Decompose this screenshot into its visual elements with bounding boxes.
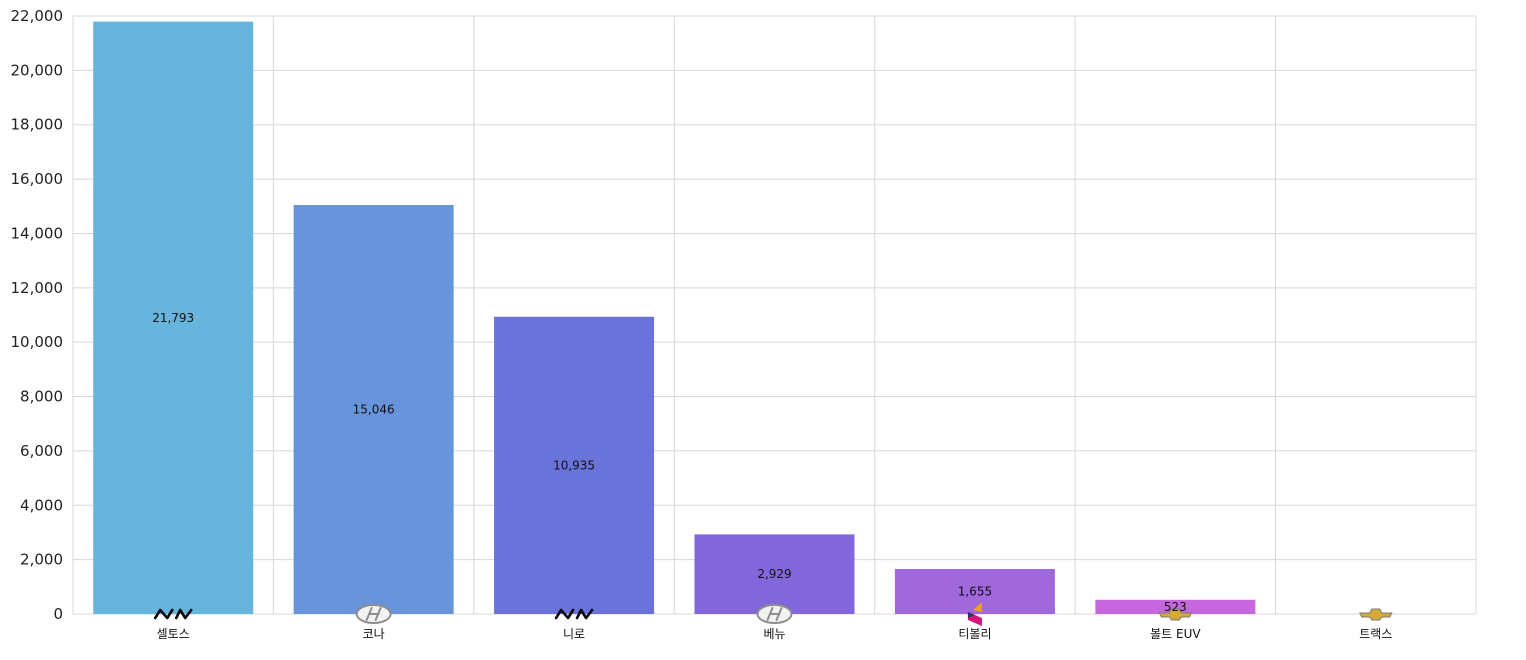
kia-logo-icon xyxy=(554,608,594,620)
x-tick-label: 볼트 EUV xyxy=(1150,627,1201,641)
chevrolet-logo-icon xyxy=(1358,608,1393,621)
y-tick-label: 10,000 xyxy=(11,333,64,351)
y-tick-label: 12,000 xyxy=(11,279,64,297)
y-tick-label: 22,000 xyxy=(11,7,64,25)
bar xyxy=(894,569,1055,614)
y-tick-label: 6,000 xyxy=(20,442,63,460)
labels: 0 2,000 4,000 6,000 8,000 10,000 12,000 14,000 1… xyxy=(11,7,1393,641)
x-tick-label: 코나 xyxy=(363,627,385,641)
hyundai-logo-icon xyxy=(756,604,793,624)
bar xyxy=(494,316,655,614)
x-tick-label: 니로 xyxy=(563,627,585,641)
chevrolet-logo-icon xyxy=(1158,608,1193,621)
bar xyxy=(1095,599,1256,614)
data-label: 523 xyxy=(1164,600,1187,614)
data-label: 21,793 xyxy=(152,311,194,325)
y-tick-label: 20,000 xyxy=(11,61,64,79)
x-tick-label: 베뉴 xyxy=(763,627,785,641)
kia-logo-icon xyxy=(153,608,193,620)
brand-icons xyxy=(153,602,1393,626)
bars xyxy=(93,21,1256,614)
y-tick-label: 4,000 xyxy=(20,496,63,514)
kgm-logo-icon xyxy=(967,602,982,626)
x-tick-label: 셀토스 xyxy=(157,627,190,641)
y-tick-label: 18,000 xyxy=(11,116,64,134)
data-label: 1,655 xyxy=(958,585,992,599)
data-label: 10,935 xyxy=(553,458,595,472)
y-tick-label: 16,000 xyxy=(11,170,64,188)
grid xyxy=(72,15,1477,615)
bar xyxy=(694,534,855,614)
hyundai-logo-icon xyxy=(355,604,392,624)
bar xyxy=(93,21,254,614)
y-tick-label: 14,000 xyxy=(11,224,64,242)
data-label: 15,046 xyxy=(353,403,395,417)
y-tick-label: 8,000 xyxy=(20,388,63,406)
y-tick-label: 2,000 xyxy=(20,551,63,569)
x-tick-label: 티볼리 xyxy=(958,627,991,641)
data-label: 2,929 xyxy=(757,567,791,581)
bar xyxy=(293,205,454,614)
x-tick-label: 트랙스 xyxy=(1359,627,1392,641)
y-tick-label: 0 xyxy=(53,605,63,623)
